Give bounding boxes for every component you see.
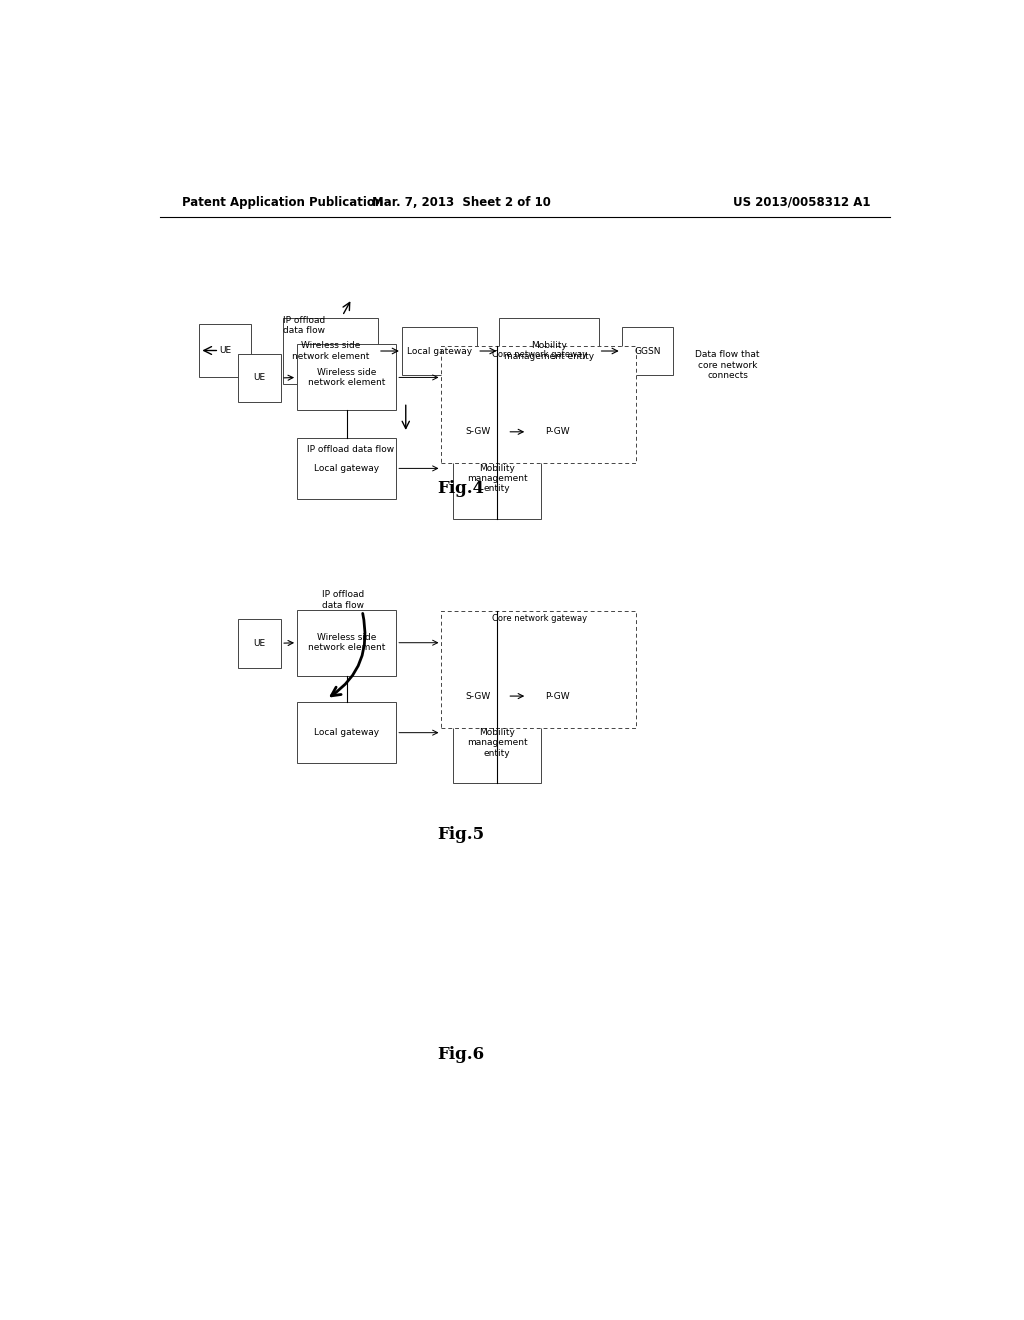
Bar [441,611,636,727]
Bar [527,677,587,715]
Text: S-GW: S-GW [465,692,490,701]
Text: Core network gateway: Core network gateway [492,614,587,623]
Text: Mobility
management
entity: Mobility management entity [467,463,527,494]
Text: Fig.6: Fig.6 [437,1047,485,1064]
Text: S-GW: S-GW [465,428,490,437]
Text: IP offload
data flow: IP offload data flow [323,590,365,610]
Bar [238,354,282,403]
Text: P-GW: P-GW [545,692,569,701]
Bar [622,327,673,375]
Bar [297,345,396,411]
Text: IP offload
data flow: IP offload data flow [283,315,325,335]
Text: Fig.5: Fig.5 [437,826,485,842]
Bar [283,318,378,384]
Text: Patent Application Publication: Patent Application Publication [182,195,383,209]
Text: US 2013/0058312 A1: US 2013/0058312 A1 [732,195,870,209]
Text: IP offload data flow: IP offload data flow [306,445,394,454]
Text: Mar. 7, 2013  Sheet 2 of 10: Mar. 7, 2013 Sheet 2 of 10 [372,195,551,209]
Text: Core network gateway: Core network gateway [492,350,587,359]
Text: P-GW: P-GW [545,428,569,437]
Text: GGSN: GGSN [634,347,660,355]
Bar [200,325,251,378]
Bar [447,413,507,451]
Bar [297,702,396,763]
Text: UE: UE [253,639,265,648]
Bar [527,413,587,451]
Text: UE: UE [219,346,231,355]
Text: Wireless side
network element: Wireless side network element [292,342,369,360]
Text: Wireless side
network element: Wireless side network element [308,634,385,652]
Text: Local gateway: Local gateway [314,729,379,737]
Text: Data flow that
core network
connects: Data flow that core network connects [695,351,760,380]
Text: Wireless side
network element: Wireless side network element [308,368,385,387]
Text: Local gateway: Local gateway [407,347,472,355]
Text: UE: UE [253,374,265,383]
Text: Fig.4: Fig.4 [437,480,485,498]
Bar [238,619,282,668]
Bar [401,327,477,375]
Text: Mobility
management entity: Mobility management entity [504,342,594,360]
Bar [441,346,636,463]
Bar [297,438,396,499]
Bar [447,677,507,715]
Bar [454,438,541,519]
Bar [454,702,541,784]
Bar [297,610,396,676]
Text: Local gateway: Local gateway [314,463,379,473]
Bar [500,318,599,384]
Text: Mobility
management
entity: Mobility management entity [467,727,527,758]
